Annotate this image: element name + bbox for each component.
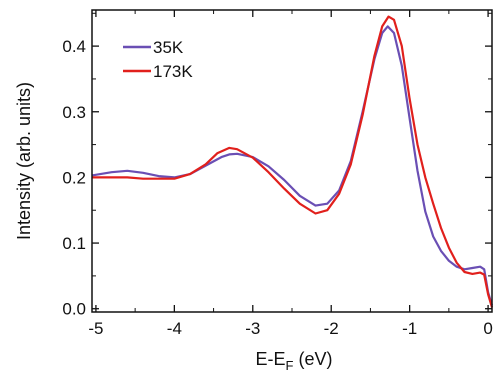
y-tick-label: 0.4 xyxy=(62,37,86,56)
legend-label-173k: 173K xyxy=(153,62,193,81)
x-tick-label: -1 xyxy=(402,319,417,338)
legend: 35K 173K xyxy=(123,38,193,81)
y-tick-label: 0.2 xyxy=(62,168,86,187)
plot-frame xyxy=(91,9,493,313)
y-tick-label: 0.0 xyxy=(62,300,86,319)
x-tick-label: -2 xyxy=(324,319,339,338)
x-tick-label: 0 xyxy=(483,319,492,338)
x-axis-label: E-EF (eV) xyxy=(256,349,333,373)
data-series xyxy=(91,15,494,308)
y-tick-label: 0.1 xyxy=(62,234,86,253)
x-tick-label: -5 xyxy=(88,319,103,338)
x-tick-label: -3 xyxy=(245,319,260,338)
series-line-35k xyxy=(91,25,494,306)
y-axis-label: Intensity (arb. units) xyxy=(14,82,34,240)
legend-label-35k: 35K xyxy=(153,38,184,57)
x-tick-label: -4 xyxy=(167,319,182,338)
series-line-173k xyxy=(92,15,494,308)
y-tick-label: 0.3 xyxy=(62,103,86,122)
